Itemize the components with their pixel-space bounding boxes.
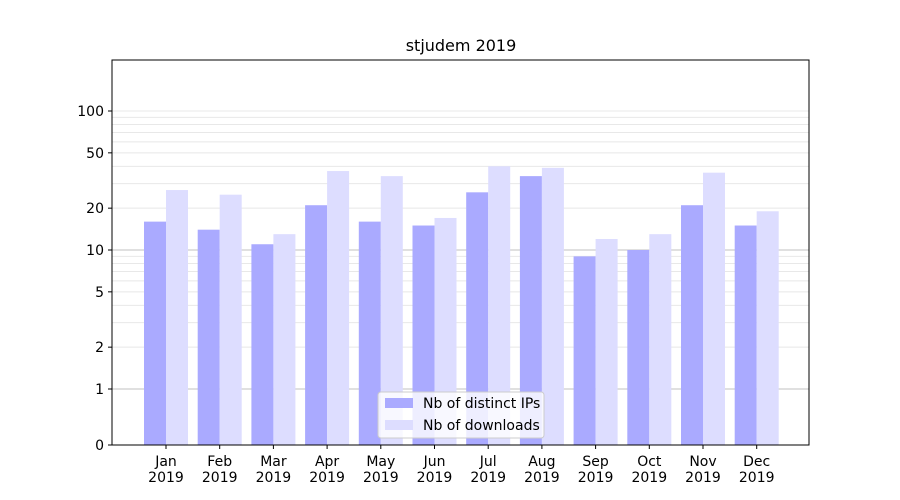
bar-downloads-sep (595, 238, 618, 445)
x-tick-label-month: Sep (582, 454, 609, 470)
bar-downloads-dec (756, 211, 779, 445)
x-tick-label-year: 2019 (148, 470, 184, 486)
x-tick-label-month: Oct (637, 454, 662, 470)
chart-title: stjudem 2019 (406, 36, 517, 55)
plot-frame (111, 59, 810, 446)
bar-downloads-feb (219, 194, 242, 445)
legend-swatch-downloads (385, 420, 413, 430)
x-tick-label-month: Apr (315, 454, 339, 470)
bar-downloads-oct (649, 234, 672, 445)
legend-frame (377, 391, 545, 439)
x-tick-label-month: May (366, 454, 395, 470)
legend: Nb of distinct IPs Nb of downloads (377, 391, 545, 439)
x-tick-label-year: 2019 (202, 470, 238, 486)
y-axis: 0 1 2 5 10 20 50 100 (77, 104, 112, 454)
bar-distinct-ips-aug (519, 176, 542, 445)
x-tick-label-month: Mar (260, 454, 287, 470)
y-tick-label: 100 (77, 104, 104, 120)
legend-label-downloads: Nb of downloads (423, 418, 540, 434)
bar-downloads-apr (327, 171, 350, 445)
bar-distinct-ips-jun (412, 225, 435, 445)
bar-distinct-ips-oct (627, 250, 650, 445)
x-tick-label-month: Jul (479, 454, 497, 470)
bars (144, 166, 779, 445)
legend-swatch-distinct-ips (385, 398, 413, 408)
x-tick-label-year: 2019 (631, 470, 667, 486)
x-tick-label-month: Aug (528, 454, 555, 470)
y-tick-label: 50 (86, 146, 104, 162)
y-tick-label: 20 (86, 201, 104, 217)
bar-distinct-ips-nov (681, 205, 703, 445)
legend-label-distinct-ips: Nb of distinct IPs (423, 396, 540, 412)
y-tick-label: 10 (86, 243, 104, 259)
bar-downloads-nov (703, 172, 725, 445)
x-tick-label-month: Nov (689, 454, 716, 470)
x-tick-label-month: Jan (154, 454, 177, 470)
x-tick-label-year: 2019 (417, 470, 453, 486)
bar-distinct-ips-dec (734, 225, 757, 445)
x-tick-label-month: Feb (207, 454, 232, 470)
y-tick-label: 1 (95, 382, 104, 398)
bar-downloads-mar (273, 234, 296, 445)
x-tick-label-year: 2019 (524, 470, 560, 486)
bar-distinct-ips-sep (573, 256, 596, 445)
bar-downloads-may (380, 176, 403, 445)
bar-distinct-ips-feb (197, 229, 220, 445)
x-tick-label-year: 2019 (363, 470, 399, 486)
bar-distinct-ips-jan (144, 221, 166, 445)
x-tick-label-year: 2019 (578, 470, 614, 486)
bar-downloads-aug (541, 167, 564, 445)
x-tick-label-year: 2019 (256, 470, 292, 486)
bar-downloads-jul (488, 166, 511, 445)
bar-downloads-jan (166, 190, 188, 445)
bar-distinct-ips-mar (251, 244, 274, 445)
bar-distinct-ips-may (358, 221, 381, 445)
y-tick-label: 2 (95, 340, 104, 356)
x-tick-label-year: 2019 (470, 470, 506, 486)
bar-distinct-ips-apr (305, 205, 328, 445)
bar-distinct-ips-jul (466, 192, 489, 445)
x-axis: Jan2019Feb2019Mar2019Apr2019May2019Jun20… (148, 445, 775, 486)
x-tick-label-month: Dec (743, 454, 770, 470)
y-tick-label: 0 (95, 438, 104, 454)
bar-downloads-jun (434, 217, 457, 445)
x-tick-label-year: 2019 (739, 470, 775, 486)
x-tick-label-month: Jun (423, 454, 446, 470)
y-tick-label: 5 (95, 285, 104, 301)
x-tick-label-year: 2019 (685, 470, 721, 486)
x-tick-label-year: 2019 (309, 470, 345, 486)
